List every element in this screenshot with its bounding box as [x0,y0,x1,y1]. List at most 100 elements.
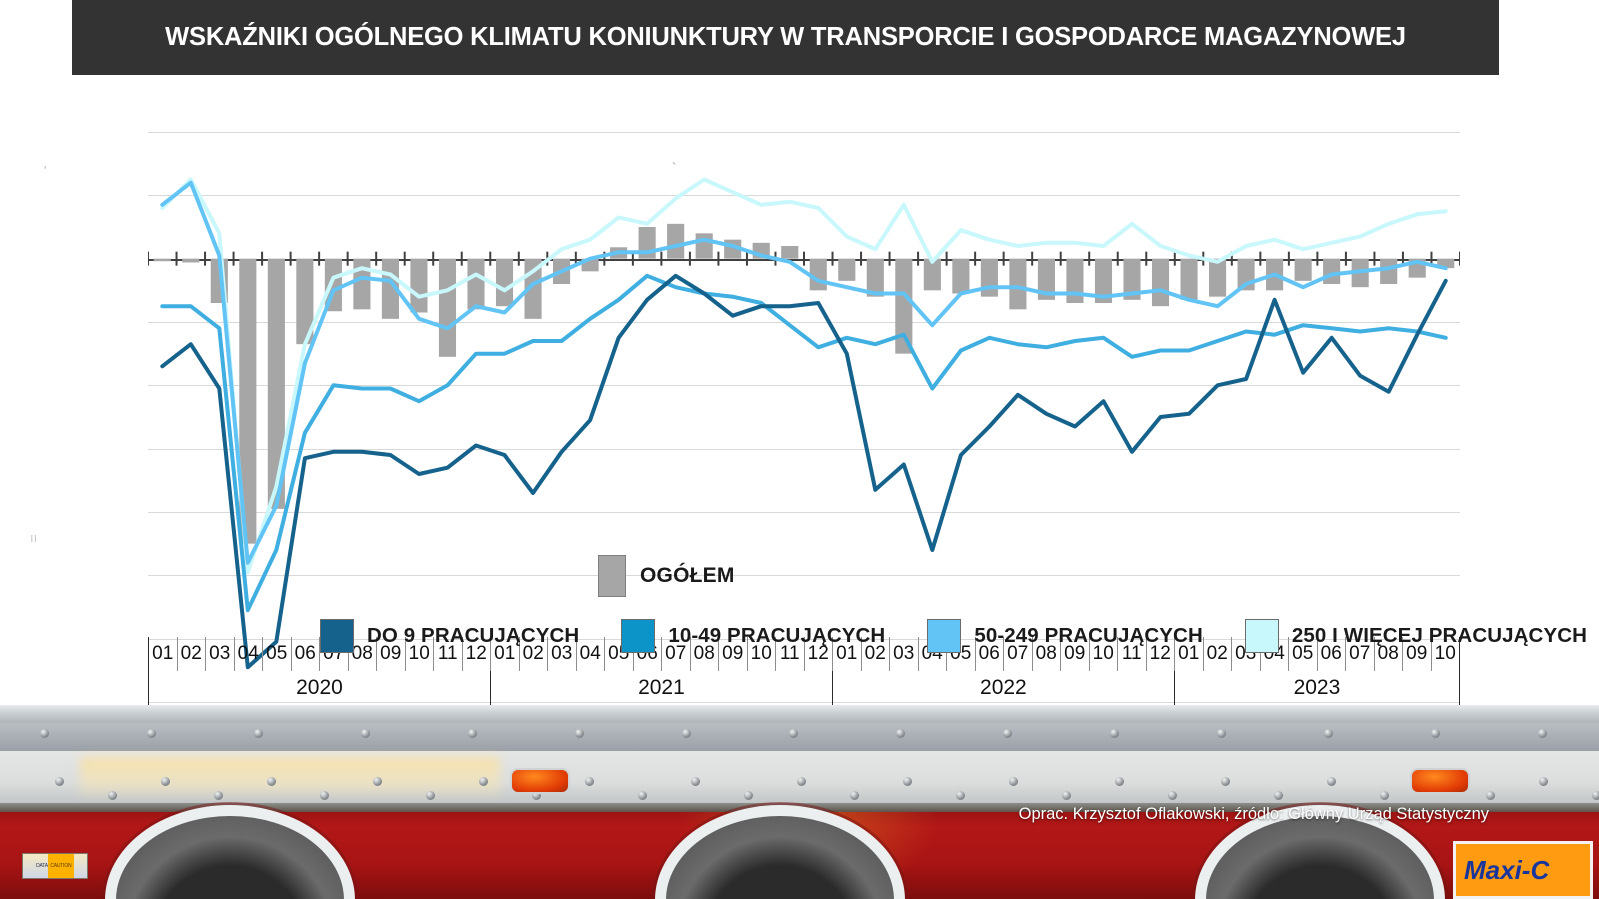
bar-2020-01 [153,258,171,262]
x-month-2022-06: 06 [976,637,1004,671]
rivet-icon [373,777,382,786]
x-month-2022-01: 01 [833,637,862,671]
stray-mark-left: ' [44,163,47,178]
x-month-2022-09: 09 [1061,637,1090,671]
x-month-2022-03: 03 [890,637,919,671]
rivet-icon [1217,729,1226,738]
marker-lamp-icon-left [510,768,570,794]
rivet-icon [108,791,117,800]
rivet-icon [1221,777,1230,786]
rivet-icon [1324,729,1333,738]
bar-2022-05 [952,258,970,294]
rivet-icon [1110,729,1119,738]
bar-2020-12 [467,258,485,310]
bar-2022-08 [1037,258,1055,300]
stray-mark-left-2: ıı [30,530,38,545]
x-month-2021-10: 10 [748,637,776,671]
rivet-icon [903,777,912,786]
line-series-do-9-pracuj-cych [162,276,1445,667]
rivet-icon [789,729,798,738]
gridline-20 [148,132,1460,133]
title-bar: WSKAŹNIKI OGÓLNEGO KLIMATU KONIUNKTURY W… [72,0,1499,75]
x-month-2022-12: 12 [1147,637,1175,671]
legend-swatch-0 [320,619,354,653]
gridline--50 [148,575,1460,577]
bar-2023-05 [1294,258,1312,281]
bar-2020-02 [182,258,200,263]
legend-label-2: 50-249 PRACUJĄCYCH [974,624,1203,647]
bar-2020-10 [410,258,428,313]
x-month-2021-07: 07 [662,637,691,671]
bar-2022-04 [923,258,941,291]
x-month-2022-11: 11 [1118,637,1147,671]
x-month-2020-11: 11 [434,637,463,671]
line-series-50-249-pracuj-cych [162,183,1445,563]
x-month-2021-01: 01 [491,637,520,671]
bar-2020-04 [239,258,257,544]
bar-2022-03 [895,258,913,354]
rivet-icon [532,791,541,800]
x-month-2023-07: 07 [1346,637,1375,671]
rivet-icon [40,729,49,738]
rivet-icon [468,729,477,738]
x-month-2021-02: 02 [520,637,548,671]
x-year-2021: 2021 [491,671,833,705]
x-month-2020-04: 04 [235,637,263,671]
gridline--40 [148,512,1460,513]
plot-area: 20100-10-20-30-40-50-60-70 [148,132,1460,703]
credit-line: Oprac. Krzysztof Oflakowski, źródło: Głó… [1018,805,1489,823]
legend-swatch-2 [927,619,962,653]
truck-placard: DATA CAUTION [22,853,88,879]
x-month-2023-05: 05 [1289,637,1318,671]
legend-label-ogolem: OGÓŁEM [640,564,735,587]
x-month-2021-08: 08 [691,637,719,671]
rivet-icon [426,791,435,800]
bar-2023-08 [1380,258,1398,284]
rivet-icon [267,777,276,786]
rivet-icon [956,791,965,800]
x-year-2023: 2023 [1175,671,1460,705]
x-month-2023-08: 08 [1375,637,1403,671]
rivet-icon [1327,777,1336,786]
bar-2023-06 [1323,258,1341,284]
rivet-icon [797,777,806,786]
legend-item-3: 250 I WIĘCEJ PRACUJĄCYCH [1244,619,1588,653]
x-month-2021-03: 03 [548,637,577,671]
rivet-icon [638,791,647,800]
bar-2022-02 [866,258,884,297]
rivet-icon [55,777,64,786]
bar-2021-11 [781,246,799,259]
rivet-icon [161,777,170,786]
rivet-icon [1538,729,1547,738]
legend-label-3: 250 I WIĘCEJ PRACUJĄCYCH [1291,624,1588,647]
bar-2022-11 [1123,258,1141,300]
rivet-icon [147,729,156,738]
x-month-2020-08: 08 [349,637,377,671]
x-month-2020-12: 12 [463,637,491,671]
bar-2023-02 [1209,258,1227,297]
rivet-icon [850,791,859,800]
x-month-2020-02: 02 [178,637,206,671]
bar-2023-01 [1180,258,1198,300]
x-month-2020-10: 10 [406,637,434,671]
bar-2022-01 [838,258,856,281]
bar-2022-10 [1094,258,1113,303]
legend-item-1: 10-49 PRACUJĄCYCH [621,619,885,653]
rivet-icon [1003,729,1012,738]
bar-2020-11 [438,258,457,357]
rivet-icon [1431,729,1440,738]
rivet-icon [585,777,594,786]
x-month-2023-10: 10 [1434,643,1456,664]
x-month-2020-09: 09 [377,637,406,671]
bar-2022-12 [1151,258,1170,307]
maxi-sign: Maxi-C [1453,841,1593,899]
x-month-2023-01: 01 [1175,637,1204,671]
legend-item-0: DO 9 PRACUJĄCYCH [320,619,579,653]
x-month-2020-03: 03 [206,637,235,671]
photo-glow-left [80,757,500,795]
rivet-icon [1062,791,1071,800]
bar-2022-07 [1009,258,1027,310]
line-series-250-i-wi-cej-pracuj-cych [162,180,1445,573]
bar-2021-08 [695,233,713,259]
rivet-icon [1274,791,1283,800]
